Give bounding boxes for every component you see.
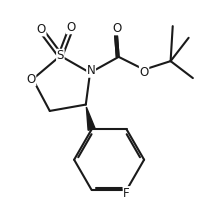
Polygon shape: [86, 107, 95, 130]
Text: N: N: [87, 64, 95, 77]
Text: S: S: [57, 49, 64, 62]
Text: O: O: [37, 23, 46, 36]
Text: O: O: [27, 73, 36, 86]
Text: F: F: [123, 187, 130, 200]
Text: O: O: [66, 21, 76, 34]
Text: O: O: [140, 66, 149, 79]
Text: O: O: [112, 22, 121, 35]
